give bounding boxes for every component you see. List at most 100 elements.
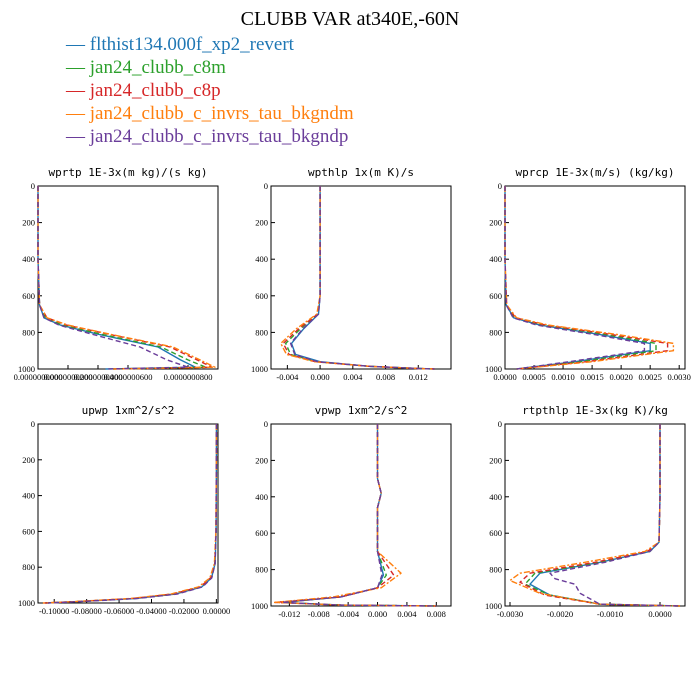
- x-tick-label: 0.0000000800: [164, 372, 213, 382]
- x-tick-label: 0.0010: [551, 372, 574, 382]
- legend-dash: —: [66, 57, 90, 78]
- series-line: [44, 424, 218, 604]
- y-tick-label: 400: [22, 491, 35, 501]
- legend-entry: — jan24_clubb_c_invrs_tau_bkgndm: [66, 102, 354, 125]
- series-line: [524, 424, 681, 607]
- x-tick-label: 0.0030: [668, 372, 691, 382]
- chart-panel: wpthlp 1x(m K)/s 0 200 400 600 800 1000 -0.004 0…: [251, 166, 452, 382]
- x-tick-label: -0.004: [337, 609, 360, 619]
- y-tick-label: 0: [498, 181, 502, 191]
- x-tick-label: -0.012: [278, 609, 300, 619]
- plot-frame: [37, 185, 219, 370]
- y-tick-label: 1000: [18, 364, 35, 374]
- x-tick-label: 0.0000000200: [44, 372, 93, 382]
- y-tick-label: 800: [489, 565, 502, 575]
- series-line: [529, 424, 681, 607]
- y-tick-label: 1000: [18, 598, 35, 608]
- y-tick-label: 200: [255, 455, 268, 465]
- y-tick-label: 800: [22, 562, 35, 572]
- legend-label: flthist134.000f_xp2_revert: [89, 34, 294, 55]
- x-tick-label: 0.0000000400: [74, 372, 123, 382]
- y-tick-label: 600: [22, 526, 35, 536]
- series-line: [37, 186, 189, 370]
- legend-label: jan24_clubb_c_invrs_tau_bkgndm: [89, 103, 354, 124]
- legend-dash: —: [66, 126, 90, 147]
- y-tick-label: 600: [489, 528, 502, 538]
- legend-label: jan24_clubb_c8p: [89, 80, 221, 101]
- x-tick-label: -0.0030: [497, 609, 523, 619]
- x-tick-label: -0.0010: [597, 609, 623, 619]
- x-tick-label: -0.04000: [136, 606, 166, 616]
- y-tick-label: 0: [31, 419, 35, 429]
- series-line: [290, 186, 435, 370]
- chart-title: rtpthlp 1E-3x(kg K)/kg: [522, 404, 668, 417]
- x-tick-label: -0.008: [308, 609, 330, 619]
- chart-panel: wprcp 1E-3x(m/s) (kg/kg) 0 200 400 600 800 100…: [485, 166, 691, 382]
- series-line: [282, 186, 435, 370]
- series-line: [281, 424, 437, 607]
- x-tick-label: 0.0025: [638, 372, 661, 382]
- legend-entry: — jan24_clubb_c8m: [66, 56, 354, 79]
- x-tick-label: 0.0015: [580, 372, 603, 382]
- legend-dash: —: [66, 34, 90, 55]
- series-line: [42, 424, 218, 604]
- x-tick-label: 0.0005: [522, 372, 545, 382]
- x-tick-label: 0.000: [311, 372, 330, 382]
- x-tick-label: 0.0000: [648, 609, 671, 619]
- x-tick-label: 0.004: [343, 372, 363, 382]
- x-tick-label: -0.02000: [169, 606, 199, 616]
- x-tick-label: 0.0000: [493, 372, 516, 382]
- series-line: [549, 424, 681, 607]
- x-tick-label: -0.0020: [547, 609, 573, 619]
- y-tick-label: 400: [255, 492, 268, 502]
- chart-panel: vpwp 1xm^2/s^2 0 200 400 600 800 1000 -0.012 -0.…: [251, 404, 452, 619]
- x-tick-label: 0.008: [376, 372, 395, 382]
- series-line: [504, 186, 675, 370]
- series-line: [47, 424, 218, 604]
- series-line: [37, 186, 216, 370]
- chart-title: upwp 1xm^2/s^2: [82, 404, 175, 417]
- legend-entry: — flthist134.000f_xp2_revert: [66, 33, 354, 56]
- series-line: [509, 424, 681, 607]
- chart-title: vpwp 1xm^2/s^2: [315, 404, 408, 417]
- y-tick-label: 0: [31, 181, 35, 191]
- chart-panel: upwp 1xm^2/s^202004006008001000-0.10000-…: [18, 404, 230, 616]
- series-line: [289, 186, 435, 370]
- figure-title: CLUBB VAR at340E,-60N: [240, 8, 460, 30]
- y-tick-label: 200: [489, 218, 502, 228]
- y-tick-label: 1000: [251, 364, 268, 374]
- series-line: [46, 424, 218, 604]
- x-tick-label: 0.000: [368, 609, 387, 619]
- legend: — flthist134.000f_xp2_revert — jan24_clu…: [66, 33, 354, 148]
- y-tick-label: 200: [22, 218, 35, 228]
- legend-dash: —: [66, 80, 90, 101]
- chart-title: wprcp 1E-3x(m/s) (kg/kg): [516, 166, 675, 179]
- chart-title: wpthlp 1x(m K)/s: [308, 166, 414, 179]
- y-tick-label: 200: [22, 455, 35, 465]
- series-line: [504, 186, 669, 370]
- plot-frame: [270, 423, 452, 607]
- series-line: [280, 186, 435, 370]
- y-tick-label: 200: [489, 455, 502, 465]
- legend-entry: — jan24_clubb_c_invrs_tau_bkgndp: [66, 125, 354, 148]
- series-line: [285, 186, 435, 370]
- x-tick-label: 0.00000: [203, 606, 231, 616]
- plot-frame: [504, 423, 686, 607]
- x-tick-label: 0.008: [427, 609, 446, 619]
- legend-dash: —: [66, 103, 90, 124]
- y-tick-label: 1000: [485, 364, 502, 374]
- series-line: [281, 424, 437, 607]
- series-line: [37, 186, 213, 370]
- x-tick-label: 0.004: [397, 609, 417, 619]
- y-tick-label: 600: [255, 528, 268, 538]
- x-tick-label: 0.0000000600: [104, 372, 153, 382]
- chart-panel: rtpthlp 1E-3x(kg K)/kg02004006008001000-…: [485, 404, 686, 619]
- y-tick-label: 1000: [485, 601, 502, 611]
- series-line: [44, 424, 218, 604]
- legend-label: jan24_clubb_c_invrs_tau_bkgndp: [89, 126, 349, 147]
- plot-frame: [37, 423, 219, 604]
- series-line: [37, 186, 197, 370]
- x-tick-label: 0.0000000000: [14, 372, 63, 382]
- y-tick-label: 0: [264, 181, 268, 191]
- y-tick-label: 600: [489, 291, 502, 301]
